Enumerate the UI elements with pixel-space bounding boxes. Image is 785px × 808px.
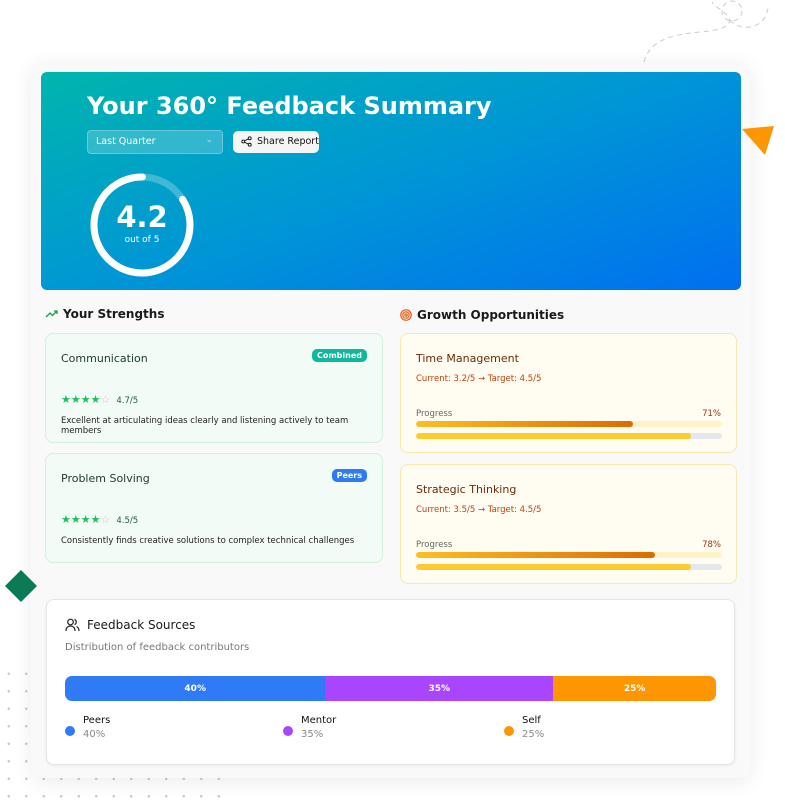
orange-triangle-decoration — [742, 126, 774, 155]
period-select[interactable]: Last Quarter ⌄ — [87, 130, 223, 154]
distribution-segment-peers: 40% — [65, 676, 326, 701]
legend-item: Peers 40% — [65, 715, 110, 740]
distribution-segment-mentor: 35% — [325, 676, 554, 701]
growth-current-target: Current: 3.5/5 → Target: 4.5/5 — [416, 505, 542, 515]
segment-label: 40% — [184, 683, 206, 694]
legend-percent: 40% — [83, 729, 106, 740]
strengths-heading: Your Strengths — [45, 307, 164, 321]
feedback-sources-title: Feedback Sources — [87, 618, 196, 632]
legend-item: Mentor 35% — [283, 715, 336, 740]
segment-label: 35% — [428, 683, 451, 694]
score-value: 4.2 — [116, 200, 168, 234]
legend-item: Self 25% — [504, 715, 544, 740]
share-report-label: Share Report — [257, 136, 319, 147]
progress-label: Progress — [416, 409, 453, 419]
legend-name: Self — [522, 715, 541, 726]
target-icon — [400, 309, 412, 321]
source-badge: Peers — [331, 469, 367, 482]
legend-dot — [504, 726, 514, 736]
page-title: Your 360° Feedback Summary — [87, 92, 492, 120]
strength-card: Problem Solving Peers ★★★★☆ 4.5/5 Consist… — [45, 453, 383, 563]
rating-value: 4.5/5 — [116, 516, 139, 526]
growth-card: Strategic Thinking Current: 3.5/5 → Targ… — [400, 464, 737, 584]
legend-name: Peers — [83, 715, 111, 726]
legend-percent: 25% — [522, 729, 545, 740]
progress-value: 78% — [702, 540, 721, 550]
share-icon — [241, 136, 252, 147]
chevron-down-icon: ⌄ — [205, 135, 213, 145]
progress-label: Progress — [416, 540, 453, 550]
score-caption: out of 5 — [124, 235, 160, 245]
score-gauge — [90, 173, 194, 277]
feedback-sources-heading: Feedback Sources — [65, 618, 195, 632]
legend-name: Mentor — [301, 715, 337, 726]
strength-card: Communication Combined ★★★★☆ 4.7/5 Excell… — [45, 333, 383, 443]
strength-name: Problem Solving — [61, 472, 150, 485]
trending-up-icon — [45, 310, 58, 318]
legend-percent: 35% — [301, 729, 324, 740]
strength-name: Communication — [61, 352, 148, 365]
distribution-segment-self: 25% — [553, 676, 716, 701]
distribution-bar: 40% 35% 25% — [65, 676, 716, 701]
summary-header: Your 360° Feedback Summary Last Quarter ⌄… — [41, 72, 741, 290]
growth-name: Time Management — [416, 352, 519, 365]
growth-heading-text: Growth Opportunities — [417, 308, 565, 322]
growth-name: Strategic Thinking — [416, 483, 517, 496]
period-select-value: Last Quarter — [96, 136, 156, 147]
share-report-button[interactable]: Share Report — [233, 131, 319, 153]
score-gauge-arc — [90, 173, 194, 277]
growth-current-target: Current: 3.2/5 → Target: 4.5/5 — [416, 374, 542, 384]
dashed-swirl-decoration — [643, 0, 769, 63]
feedback-sources-card: Feedback Sources Distribution of feedbac… — [46, 599, 735, 765]
secondary-bar — [416, 433, 722, 439]
progress-bar — [416, 552, 722, 558]
strength-description: Excellent at articulating ideas clearly … — [61, 416, 349, 436]
growth-card: Time Management Current: 3.2/5 → Target:… — [400, 333, 737, 453]
progress-bar — [416, 421, 722, 427]
feedback-sources-subtitle: Distribution of feedback contributors — [65, 642, 250, 653]
star-rating: ★★★★☆ 4.7/5 — [61, 393, 139, 406]
strengths-heading-text: Your Strengths — [63, 307, 165, 321]
source-badge: Combined — [311, 349, 367, 362]
rating-value: 4.7/5 — [116, 396, 139, 406]
users-icon — [65, 618, 80, 632]
green-diamond-decoration — [5, 570, 37, 602]
legend-dot — [283, 726, 293, 736]
legend-dot — [65, 726, 75, 736]
progress-value: 71% — [702, 409, 721, 419]
strength-description: Consistently finds creative solutions to… — [61, 536, 355, 546]
star-rating: ★★★★☆ 4.5/5 — [61, 513, 139, 526]
growth-heading: Growth Opportunities — [400, 308, 564, 322]
segment-label: 25% — [623, 683, 646, 694]
secondary-bar — [416, 564, 722, 570]
